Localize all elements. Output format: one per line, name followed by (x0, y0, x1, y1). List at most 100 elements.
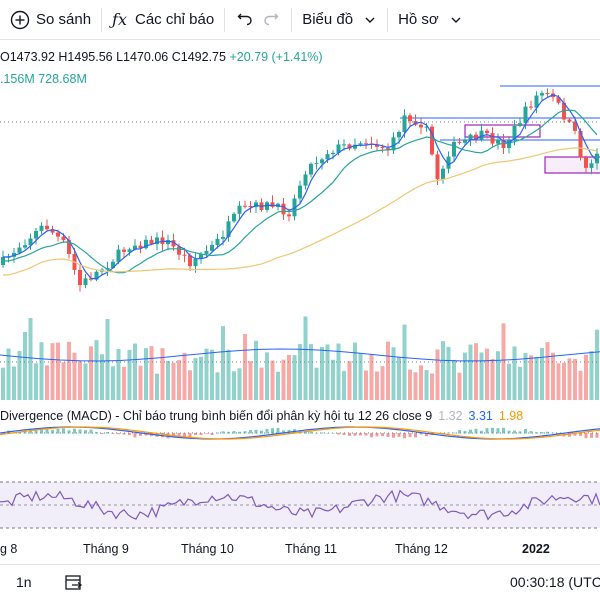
candle (39, 225, 44, 231)
undo-button[interactable] (225, 0, 263, 40)
volume-bar (413, 372, 418, 400)
candle (210, 245, 214, 251)
toolbar-divider (291, 7, 293, 32)
candle (243, 205, 247, 207)
volume-bar (122, 366, 126, 400)
candle (512, 125, 517, 141)
volume-bar (402, 324, 407, 400)
macd-histogram-bar (502, 427, 505, 434)
indicators-button[interactable]: ƒx Các chỉ báo (102, 0, 224, 40)
candle (177, 246, 181, 255)
rsi-pane (0, 481, 600, 529)
macd-histogram-bar (386, 433, 390, 438)
macd-histogram-bar (260, 430, 263, 434)
volume-bar (457, 372, 462, 400)
volume-bar (1, 367, 5, 400)
interval-button[interactable]: 1n (16, 574, 32, 590)
volume-bar (287, 354, 291, 400)
macd-histogram-bar (18, 432, 21, 434)
time-axis-label: 2022 (522, 542, 550, 556)
macd-histogram-bar (381, 433, 384, 437)
volume-bar (430, 373, 434, 400)
candle (89, 278, 93, 280)
volume-bar (347, 361, 352, 400)
macd-histogram-bar (491, 427, 494, 434)
macd-histogram-bar (513, 430, 516, 434)
rectangle-drawing (464, 124, 541, 138)
macd-histogram-bar (89, 429, 93, 434)
candle (589, 163, 594, 168)
candle (215, 238, 220, 246)
candle (364, 143, 368, 145)
macd-histogram-bar (375, 433, 379, 437)
candle (127, 249, 132, 252)
volume-bar (303, 316, 308, 400)
compare-button[interactable]: So sánh (0, 0, 101, 40)
volume-bar (281, 359, 286, 400)
volume-bar (210, 349, 214, 400)
chevron-down-icon (365, 17, 375, 23)
macd-histogram-bar (540, 432, 544, 434)
candle (50, 229, 55, 233)
volume-bar (397, 357, 401, 400)
volume-bar (595, 329, 599, 400)
macd-histogram-bar (62, 428, 65, 434)
volume-bar (518, 366, 522, 400)
macd-histogram-bar (188, 433, 192, 438)
volume-bar (149, 346, 154, 400)
volume-bar (248, 361, 253, 400)
profile-menu-button[interactable]: Hồ sơ (388, 0, 473, 40)
candle (298, 185, 302, 199)
macd-histogram-bar (23, 430, 27, 434)
macd-histogram-bar (392, 433, 395, 438)
volume-bar (463, 352, 467, 400)
candle (331, 152, 335, 155)
macd-histogram-bar (194, 433, 197, 435)
chart-menu-button[interactable]: Biểu đồ (292, 0, 387, 40)
time-axis: g 8 Tháng 9 Tháng 10 Tháng 11 Tháng 12 2… (0, 536, 600, 560)
redo-button[interactable] (263, 0, 291, 40)
candle (342, 144, 346, 146)
candle (78, 269, 82, 286)
candle (314, 163, 319, 165)
macd-histogram-value: 1.32 (438, 409, 463, 423)
candle (23, 245, 27, 248)
macd-histogram-bar (199, 433, 203, 436)
volume-bar (23, 332, 27, 400)
chevron-down-icon (451, 17, 461, 23)
macd-histogram-bar (568, 433, 571, 437)
volume-bar (496, 351, 500, 400)
macd-histogram-bar (474, 428, 478, 434)
macd-histogram-bar (40, 428, 43, 434)
candle (573, 121, 577, 131)
volume-bar (133, 343, 137, 400)
volume-bar (545, 342, 550, 400)
volume-bar (331, 359, 335, 400)
calendar-goto-icon[interactable] (64, 573, 84, 593)
volume-bar (270, 360, 275, 400)
volume-bar (237, 368, 242, 400)
time-axis-label: Tháng 9 (83, 542, 129, 556)
top-toolbar: So sánh ƒx Các chỉ báo Biểu đồ Hồ sơ (0, 0, 600, 40)
volume-bar (589, 351, 594, 400)
candle (408, 115, 412, 122)
candle (155, 237, 159, 245)
volume-bar (39, 342, 44, 400)
volume-bar (485, 348, 489, 400)
candle (221, 237, 225, 239)
low-value: L1470.06 (116, 50, 169, 64)
volume-bar (479, 352, 484, 400)
macd-histogram-bar (496, 428, 500, 434)
macd-histogram-bar (221, 431, 225, 434)
candle (149, 239, 154, 245)
macd-histogram-bar (584, 433, 588, 439)
macd-histogram-bar (122, 433, 126, 435)
volume-bar (177, 360, 181, 400)
volume-bar (584, 354, 588, 400)
candle (518, 123, 522, 126)
volume-bar (512, 346, 517, 400)
volume-bar (540, 347, 544, 400)
macd-histogram-bar (73, 428, 76, 434)
candle (83, 278, 88, 286)
